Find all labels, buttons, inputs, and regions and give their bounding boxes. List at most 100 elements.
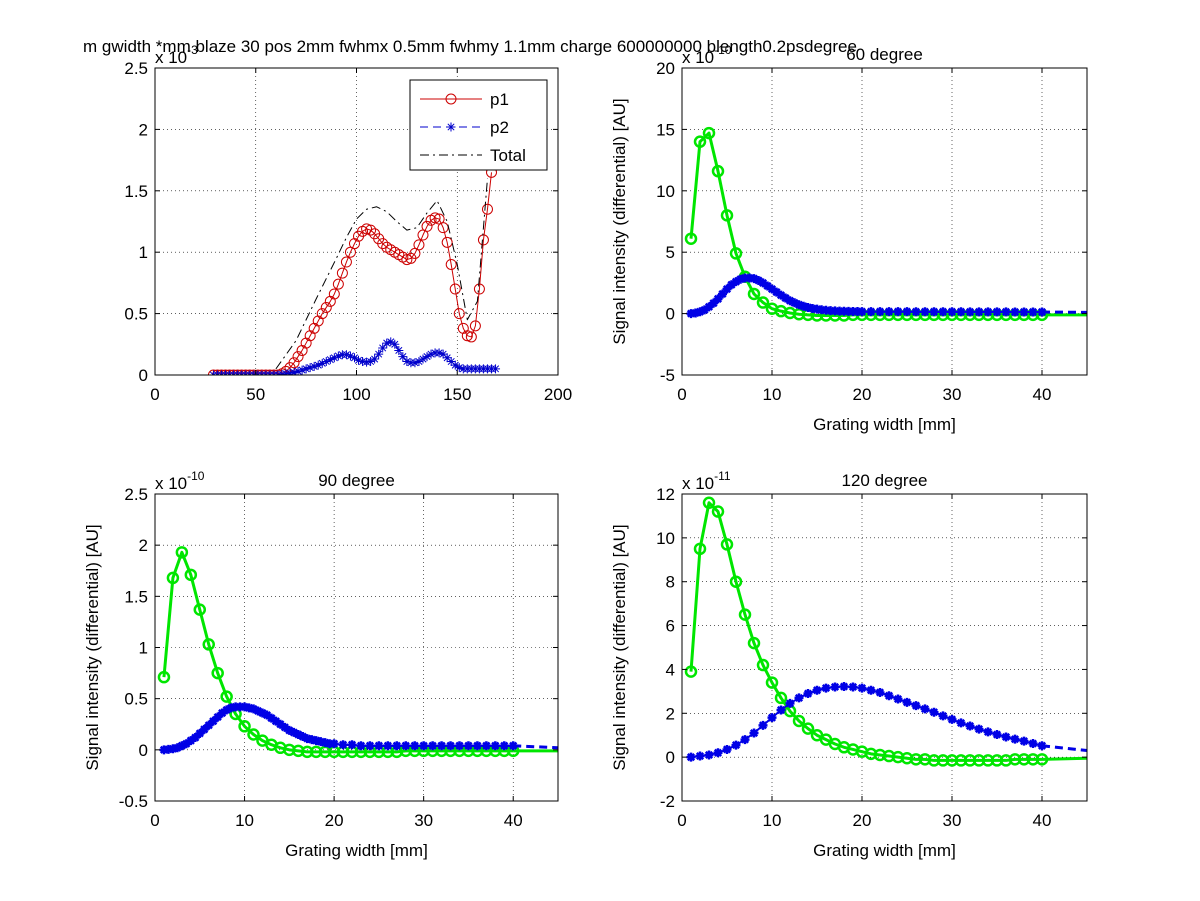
data-point xyxy=(421,220,433,232)
data-point xyxy=(418,354,428,364)
data-point xyxy=(193,603,207,616)
data-point xyxy=(272,369,284,375)
data-point xyxy=(413,239,425,251)
data-point xyxy=(754,275,763,285)
y-tick-label: 2 xyxy=(666,704,675,723)
x-axis-label: Grating width [mm] xyxy=(813,841,956,860)
x-tick-label: 40 xyxy=(504,811,523,830)
data-point xyxy=(217,708,227,718)
data-point xyxy=(812,685,822,695)
y-tick-label: 1.5 xyxy=(124,182,148,201)
data-point xyxy=(356,741,366,751)
data-point xyxy=(461,330,473,342)
data-point xyxy=(711,164,725,178)
data-point xyxy=(256,369,268,375)
data-point xyxy=(347,740,357,750)
data-point xyxy=(884,307,894,317)
data-point xyxy=(422,352,432,362)
legend-label: p2 xyxy=(490,118,509,137)
data-point xyxy=(709,298,718,308)
data-point xyxy=(441,236,453,248)
series-line-3 xyxy=(513,744,558,750)
data-point xyxy=(181,739,191,749)
data-point xyxy=(792,714,806,728)
data-point xyxy=(758,720,768,730)
data-point xyxy=(394,345,404,355)
data-point xyxy=(305,363,315,373)
y-tick-label: 12 xyxy=(656,485,675,504)
data-point xyxy=(345,351,355,361)
series-group xyxy=(684,496,1087,767)
data-point xyxy=(920,307,930,317)
y-exponent-label: x 10-11 xyxy=(682,469,731,493)
data-point xyxy=(956,718,966,728)
y-tick-label: 2 xyxy=(139,536,148,555)
data-point xyxy=(454,741,464,751)
x-tick-label: 40 xyxy=(1033,385,1052,404)
data-point xyxy=(329,739,339,749)
data-point xyxy=(248,369,260,375)
y-tick-label: 1 xyxy=(139,243,148,262)
data-point xyxy=(414,356,424,366)
data-point xyxy=(361,223,373,235)
x-tick-label: 10 xyxy=(763,385,782,404)
data-point xyxy=(190,733,200,743)
data-point xyxy=(236,369,248,375)
data-point xyxy=(257,708,267,718)
x-tick-label: 20 xyxy=(853,385,872,404)
data-point xyxy=(428,741,438,751)
y-tick-label: 10 xyxy=(656,182,675,201)
data-point xyxy=(213,712,223,722)
data-point xyxy=(377,238,389,250)
data-point xyxy=(700,305,709,315)
data-point xyxy=(240,369,252,375)
data-point xyxy=(992,730,1002,740)
data-point xyxy=(848,682,858,692)
x-tick-label: 30 xyxy=(943,811,962,830)
data-point xyxy=(731,740,741,750)
data-point xyxy=(729,575,743,588)
data-point xyxy=(260,369,272,375)
data-point xyxy=(465,331,477,343)
data-point xyxy=(774,691,788,705)
data-point xyxy=(211,369,223,375)
x-tick-label: 50 xyxy=(246,385,265,404)
data-point xyxy=(184,568,198,582)
data-point xyxy=(481,741,491,751)
data-point xyxy=(875,307,885,317)
exponent-power: -3 xyxy=(187,43,198,57)
data-point xyxy=(199,724,209,734)
data-point xyxy=(340,256,352,268)
data-point xyxy=(776,290,786,300)
data-point xyxy=(293,366,303,375)
data-point xyxy=(866,307,876,317)
data-point xyxy=(211,666,224,680)
y-tick-label: 2 xyxy=(139,120,148,139)
exponent-base: x 10 xyxy=(682,48,714,67)
data-point xyxy=(893,307,903,317)
data-point xyxy=(790,298,799,308)
data-point xyxy=(763,281,772,291)
series-group xyxy=(207,166,501,375)
data-point xyxy=(289,727,299,737)
legend-swatch-marker xyxy=(446,122,456,132)
data-point xyxy=(454,363,464,373)
data-point xyxy=(453,308,465,320)
y-tick-label: 2.5 xyxy=(124,59,148,78)
data-point xyxy=(821,683,831,693)
y-axis-label: Signal intensity (differential) [AU] xyxy=(610,524,629,770)
exponent-base: x 10 xyxy=(155,474,187,493)
y-tick-label: 8 xyxy=(666,573,675,592)
x-tick-label: 100 xyxy=(342,385,370,404)
data-point xyxy=(362,357,372,367)
x-tick-label: 0 xyxy=(677,385,686,404)
data-point xyxy=(336,267,348,279)
series-line-Total xyxy=(275,178,488,370)
data-point xyxy=(442,353,452,363)
data-point xyxy=(884,691,894,701)
x-axis-label: Grating width [mm] xyxy=(285,841,428,860)
data-point xyxy=(720,209,734,222)
data-point xyxy=(974,307,984,317)
data-point xyxy=(445,258,457,270)
